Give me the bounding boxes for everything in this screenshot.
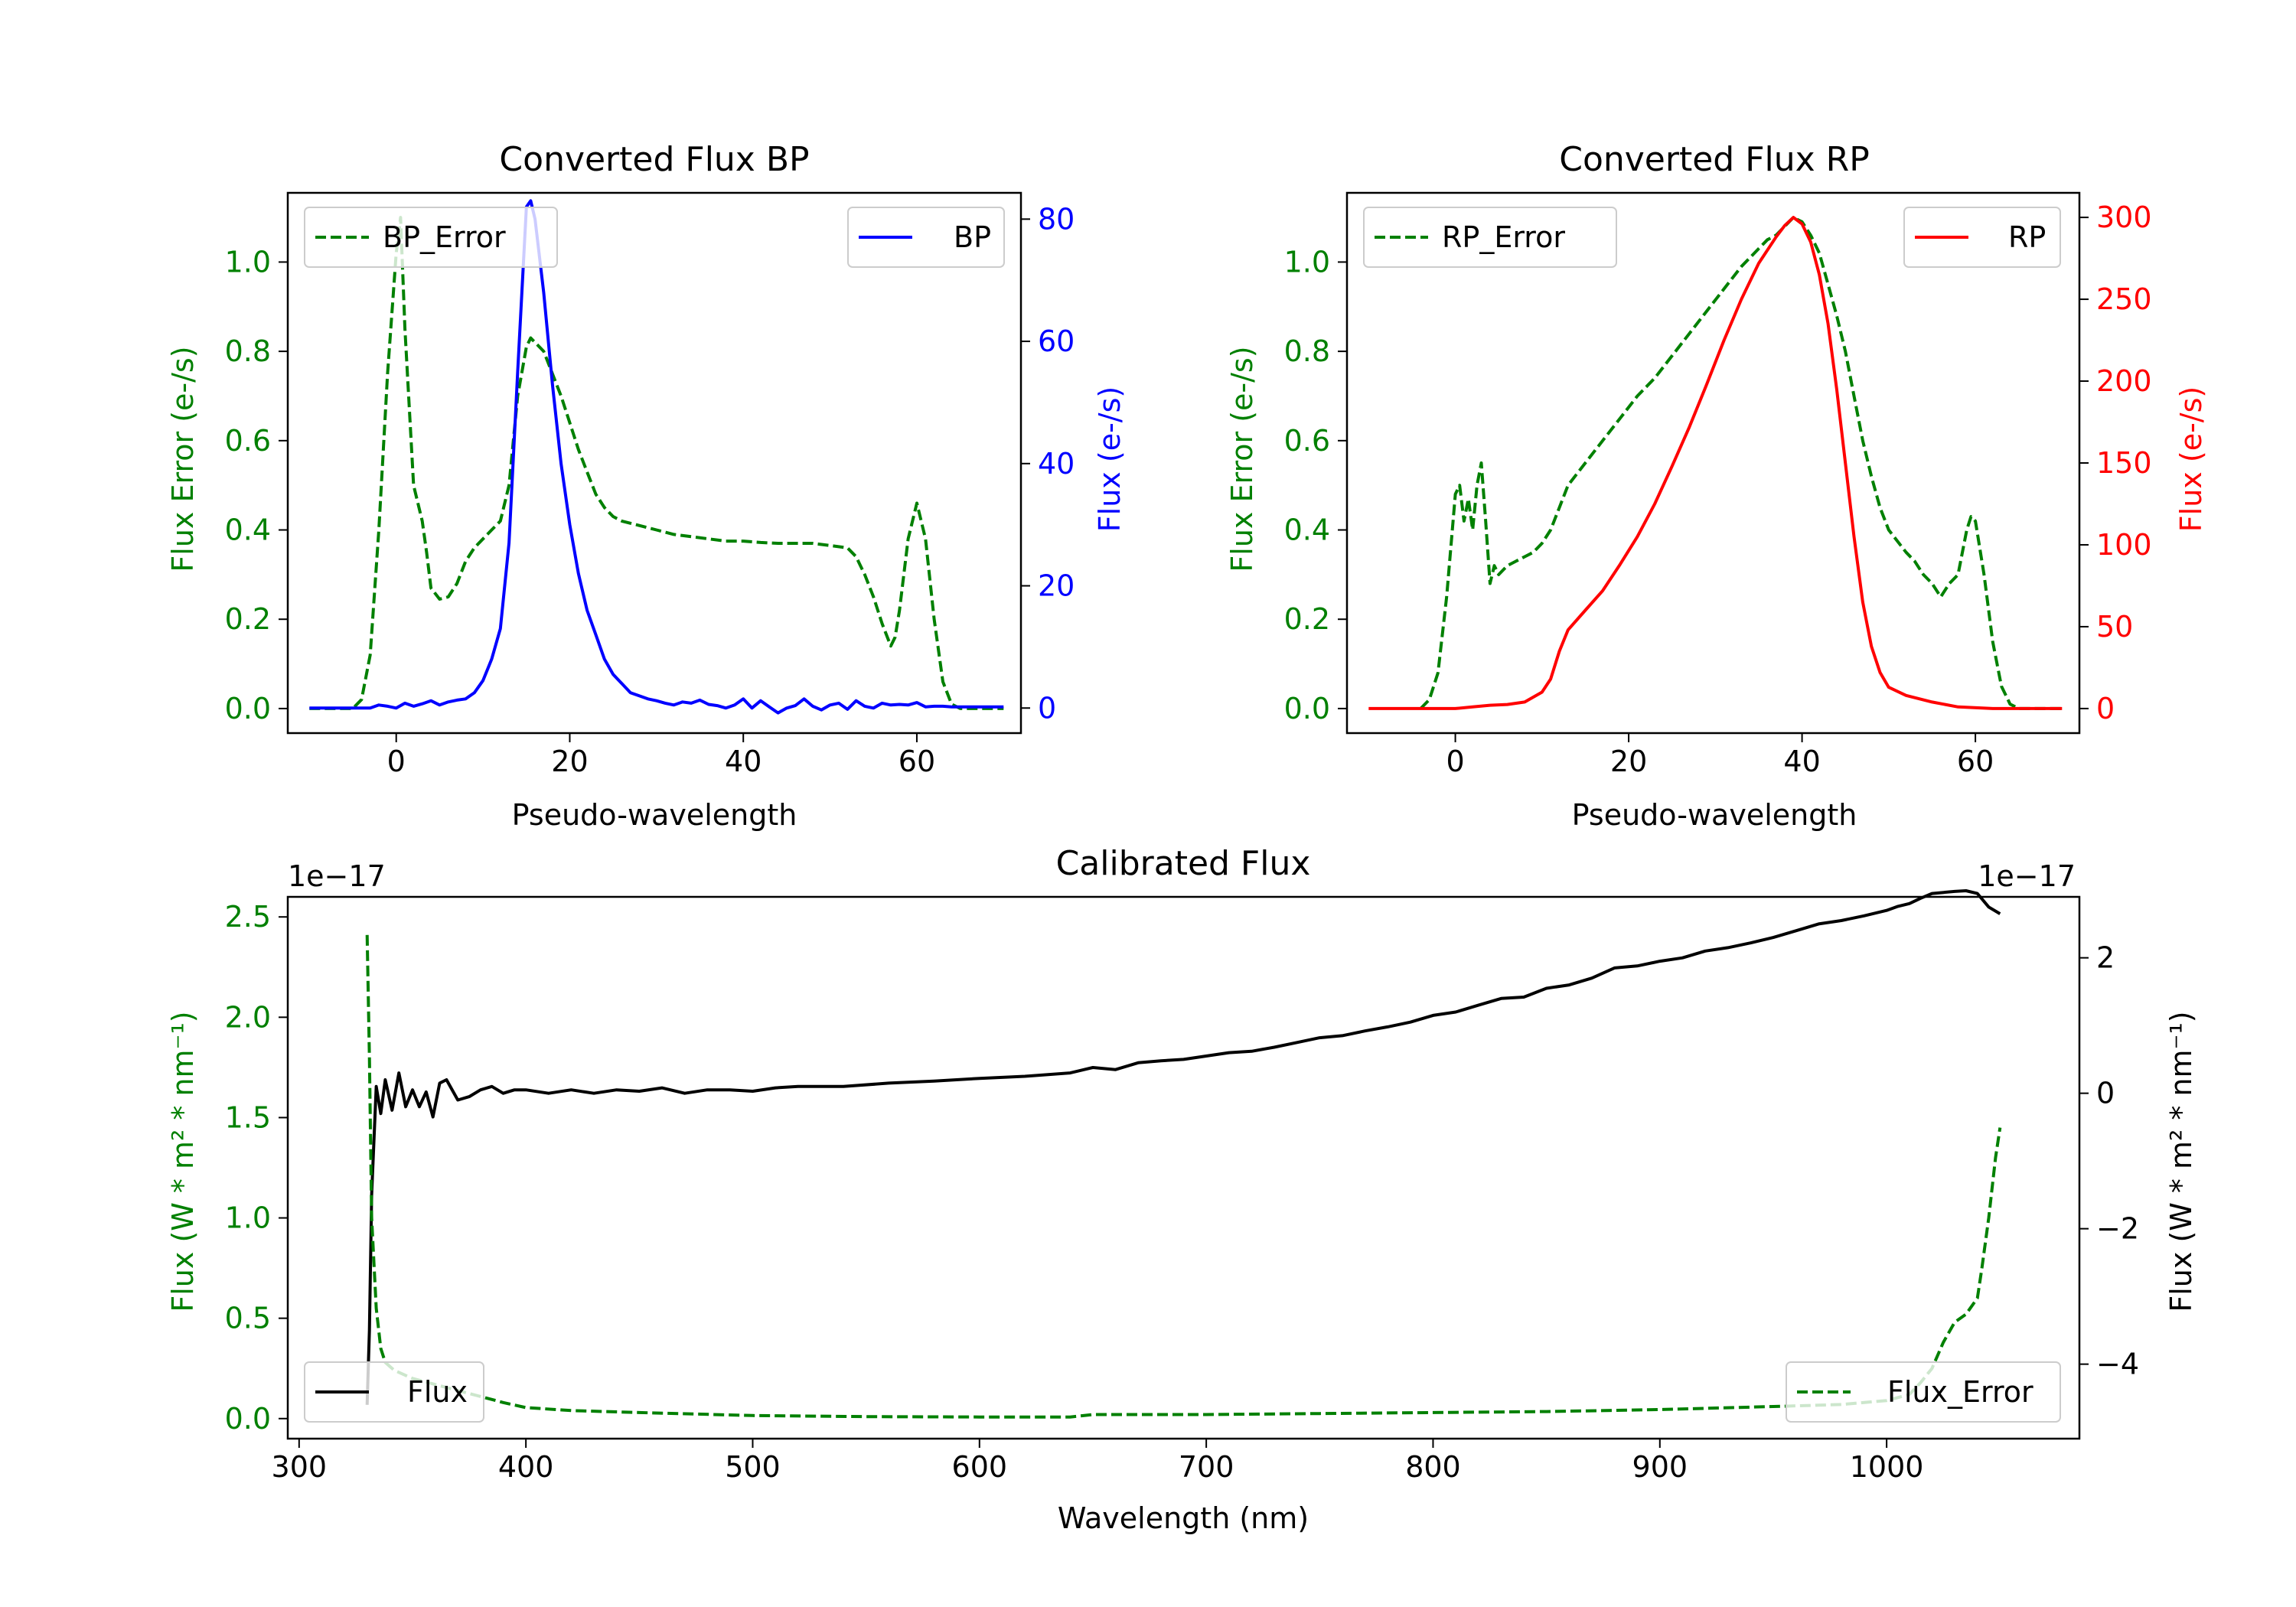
x-tick-label: 600 <box>952 1450 1008 1484</box>
y-tick-label-right: −2 <box>2096 1212 2139 1246</box>
y-axis-label-right: Flux (e-/s) <box>2174 386 2208 532</box>
y-tick-label-left: 0.8 <box>225 334 271 368</box>
y-tick-label-left: 1.0 <box>1284 245 1330 279</box>
legend-flux-label: Flux <box>407 1375 468 1409</box>
x-tick-label: 500 <box>725 1450 781 1484</box>
x-tick-label: 40 <box>1783 745 1820 778</box>
series-line-bp-error <box>309 216 1004 710</box>
series-line-bp <box>309 199 1004 715</box>
y-tick-label-left: 1.0 <box>225 1201 271 1235</box>
y-axis-label-left: Flux (W * m² * nm⁻¹) <box>166 1011 200 1312</box>
x-tick-label: 60 <box>1957 745 1994 778</box>
legend-error-label: BP_Error <box>383 220 506 254</box>
offset-label-right: 1e−17 <box>1978 859 2076 893</box>
x-tick-label: 1000 <box>1850 1450 1924 1484</box>
series-layer <box>1368 216 2063 710</box>
y-tick-label-right: 20 <box>1038 569 1075 603</box>
x-tick-label: 400 <box>498 1450 554 1484</box>
y-tick-label-left: 0.2 <box>225 602 271 636</box>
y-axis-label-left: Flux Error (e-/s) <box>166 346 200 572</box>
legend-error-box <box>1363 207 1617 268</box>
chart-title: Calibrated Flux <box>1056 844 1311 883</box>
series-layer <box>309 199 1004 715</box>
y-tick-label-left: 0.0 <box>225 1402 271 1436</box>
panel-converted-flux-bp: Converted Flux BP Pseudo-wavelength Flux… <box>166 140 1127 832</box>
y-tick-label-right: 0 <box>2096 1077 2115 1110</box>
panel-calibrated-flux: Calibrated Flux Wavelength (nm) Flux (W … <box>166 844 2198 1535</box>
series-line-rp <box>1368 216 2063 710</box>
x-tick-label: 20 <box>551 745 588 778</box>
x-axis-label: Wavelength (nm) <box>1058 1501 1309 1535</box>
series-line-flux <box>365 889 2001 1405</box>
y-tick-label-right: 60 <box>1038 324 1075 358</box>
y-tick-label-right: 40 <box>1038 447 1075 481</box>
x-tick-label: 60 <box>899 745 935 778</box>
y-tick-label-left: 1.5 <box>225 1100 271 1134</box>
y-tick-label-left: 0.6 <box>225 424 271 458</box>
y-tick-label-left: 0.4 <box>1284 513 1330 547</box>
x-tick-label: 20 <box>1610 745 1647 778</box>
legend-flux-label: RP <box>2008 220 2046 254</box>
y-tick-label-right: 50 <box>2096 610 2133 644</box>
x-tick-label: 900 <box>1632 1450 1688 1484</box>
y-tick-label-left: 0.6 <box>1284 424 1330 458</box>
legend-error-label: RP_Error <box>1442 220 1565 254</box>
y-tick-label-right: 150 <box>2096 446 2152 480</box>
legend-flux-label: BP <box>954 220 991 254</box>
y-tick-label-left: 0.2 <box>1284 602 1330 636</box>
x-axis-label: Pseudo-wavelength <box>512 798 797 832</box>
y-tick-label-left: 0.4 <box>225 513 271 547</box>
chart-title: Converted Flux BP <box>499 140 809 179</box>
x-tick-label: 800 <box>1405 1450 1461 1484</box>
y-tick-label-left: 0.0 <box>225 692 271 725</box>
y-tick-label-left: 1.0 <box>225 245 271 279</box>
y-tick-label-left: 2.5 <box>225 900 271 934</box>
x-tick-label: 40 <box>725 745 762 778</box>
plot-frame <box>286 895 2081 1440</box>
y-tick-label-right: −4 <box>2096 1348 2139 1381</box>
x-tick-label: 700 <box>1179 1450 1234 1484</box>
y-tick-label-right: 300 <box>2096 200 2152 234</box>
y-tick-label-right: 250 <box>2096 282 2152 316</box>
x-tick-label: 0 <box>387 745 406 778</box>
legend-flux-box <box>847 207 1005 268</box>
y-tick-label-left: 0.8 <box>1284 334 1330 368</box>
y-axis-label-left: Flux Error (e-/s) <box>1225 346 1259 572</box>
y-tick-label-right: 100 <box>2096 528 2152 562</box>
legend-error-box <box>304 207 558 268</box>
legend-error-label: Flux_Error <box>1887 1375 2033 1409</box>
y-tick-label-right: 200 <box>2096 364 2152 398</box>
offset-label-left: 1e−17 <box>288 859 386 893</box>
y-tick-label-right: 0 <box>2096 692 2115 725</box>
x-tick-label: 0 <box>1446 745 1464 778</box>
chart-title: Converted Flux RP <box>1559 140 1870 179</box>
legend-flux-box <box>304 1361 484 1423</box>
y-tick-label-right: 0 <box>1038 691 1056 725</box>
y-axis-label-right: Flux (W * m² * nm⁻¹) <box>2164 1011 2198 1312</box>
y-tick-label-left: 0.5 <box>225 1302 271 1335</box>
legend-flux-box <box>1903 207 2061 268</box>
y-tick-label-right: 2 <box>2096 941 2115 975</box>
y-tick-label-left: 2.0 <box>225 1000 271 1034</box>
y-tick-label-right: 80 <box>1038 202 1075 236</box>
y-tick-label-left: 0.0 <box>1284 692 1330 725</box>
legend-error-box <box>1786 1361 2061 1423</box>
x-tick-label: 300 <box>272 1450 328 1484</box>
x-axis-label: Pseudo-wavelength <box>1572 798 1857 832</box>
y-axis-label-right: Flux (e-/s) <box>1093 386 1127 532</box>
series-line-rp-error <box>1419 216 2063 710</box>
panel-converted-flux-rp: Converted Flux RP Pseudo-wavelength Flux… <box>1225 140 2208 832</box>
